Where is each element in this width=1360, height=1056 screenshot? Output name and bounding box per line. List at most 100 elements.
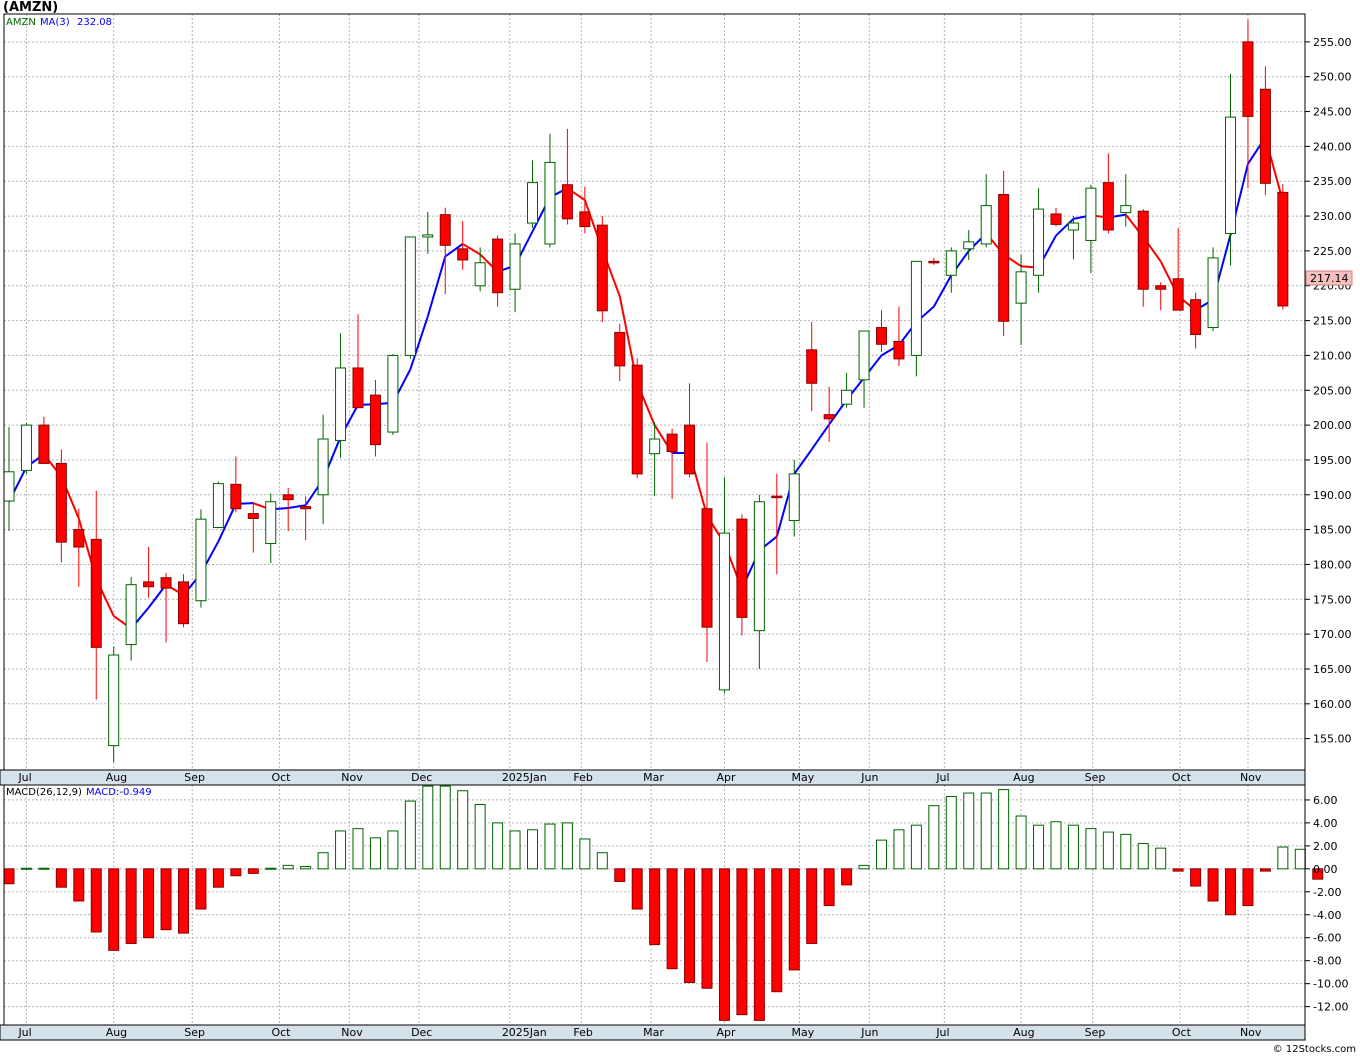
candle-body [335, 367, 347, 441]
macd-bar [230, 868, 242, 877]
candle-body [893, 340, 905, 360]
candle [806, 321, 818, 412]
candle-body [631, 364, 643, 475]
macd-bar [195, 868, 207, 910]
legend-ma: MA(3) [40, 17, 70, 28]
price-x-tick-label: Feb [573, 771, 592, 784]
price-x-tick-label: Aug [1013, 771, 1034, 784]
macd-bar [631, 868, 643, 910]
candle-body [841, 389, 853, 405]
macd-bar [509, 830, 521, 870]
candle [38, 416, 50, 464]
macd-bar [282, 864, 294, 870]
macd-y-axis: 6.00 4.00 2.00 0.00 -2.00 -4.00 -6.00 -8.00 -10.… [1305, 794, 1348, 1014]
candle [1242, 19, 1254, 189]
candle [265, 493, 277, 564]
candle-body [230, 483, 242, 510]
candle-body [928, 260, 940, 264]
price-y-tick-label: 235.00 [1313, 175, 1352, 188]
macd-bar [753, 868, 765, 1021]
candle [666, 428, 678, 499]
candles [3, 19, 1289, 763]
macd-bar [736, 868, 748, 1016]
credit: © 12Stocks.com [1273, 1044, 1356, 1055]
macd-bar [160, 868, 172, 931]
price-x-tick-label: Sep [1085, 771, 1106, 784]
macd-bar [1294, 848, 1306, 870]
macd-y-tick-label: 0.00 [1313, 863, 1338, 876]
candle [247, 501, 259, 553]
candle-body [369, 394, 381, 446]
candle [963, 230, 975, 260]
candle-body [352, 367, 364, 409]
candle [980, 174, 992, 248]
macd-x-tick-label: Oct [271, 1026, 291, 1039]
candle [998, 170, 1010, 336]
macd-bar [980, 792, 992, 870]
macd-y-tick-label: -4.00 [1313, 909, 1341, 922]
candle [858, 330, 870, 408]
macd-bar [614, 868, 626, 882]
macd-x-tick-label: Jun [860, 1026, 878, 1039]
candle [596, 216, 608, 322]
price-x-tick-label: Jul [935, 771, 949, 784]
macd-x-tick-label: Jul [935, 1026, 949, 1039]
candle [928, 257, 940, 265]
candle [404, 236, 416, 359]
price-y-tick-label: 170.00 [1313, 628, 1352, 641]
macd-x-tick-label: Dec [411, 1026, 432, 1039]
chart-title: (AMZN) [3, 0, 58, 15]
candle-body [701, 508, 713, 628]
macd-bar [492, 822, 504, 870]
candle [195, 509, 207, 608]
macd-bar [788, 868, 800, 971]
macd-x-axis: Jul Aug Sep Oct Nov Dec 2025Jan Feb Mar Apr May Jun… [17, 1026, 1261, 1039]
candle-body [195, 518, 207, 602]
candle-body [474, 262, 486, 287]
macd-bar [1050, 821, 1062, 870]
macd-bars [3, 785, 1324, 1021]
macd-bar [335, 830, 347, 870]
candle [335, 333, 347, 458]
candle [1172, 227, 1184, 311]
price-y-tick-label: 215.00 [1313, 315, 1352, 328]
macd-value-label: MACD:-0.949 [86, 787, 152, 798]
candle-body [457, 248, 469, 261]
candle-body [1050, 213, 1062, 225]
macd-bar [1085, 828, 1097, 870]
macd-bar [910, 824, 922, 870]
macd-bar [352, 828, 364, 870]
macd-x-tick-label: 2025Jan [502, 1026, 547, 1039]
price-y-tick-label: 205.00 [1313, 384, 1352, 397]
candle-body [492, 238, 504, 294]
price-y-tick-label: 240.00 [1313, 140, 1352, 153]
macd-x-tick-label: Nov [1240, 1026, 1262, 1039]
candle [1067, 216, 1079, 260]
candle [317, 414, 329, 525]
macd-panel: 6.00 4.00 2.00 0.00 -2.00 -4.00 -6.00 -8.00 -10.… [0, 784, 1348, 1041]
price-y-tick-label: 180.00 [1313, 558, 1352, 571]
candle [474, 247, 486, 292]
candle-body [1155, 285, 1167, 290]
candle-body [1242, 41, 1254, 117]
candle [422, 211, 434, 254]
candle [1207, 247, 1219, 332]
candle [1102, 153, 1114, 234]
candle [352, 314, 364, 409]
macd-y-tick-label: -2.00 [1313, 886, 1341, 899]
candle-body [509, 243, 521, 290]
candle [701, 442, 713, 662]
candle-body [317, 438, 329, 496]
candle-body [910, 260, 922, 356]
candle-body [753, 501, 765, 632]
price-y-tick-label: 210.00 [1313, 349, 1352, 362]
price-x-tick-label: Jun [860, 771, 878, 784]
legend-ma-value: 232.08 [77, 17, 112, 28]
macd-bar [1067, 824, 1079, 870]
candle-body [945, 250, 957, 276]
candle [160, 572, 172, 643]
candle-body [858, 330, 870, 381]
macd-bar [718, 868, 730, 1021]
candle-body [247, 513, 259, 519]
